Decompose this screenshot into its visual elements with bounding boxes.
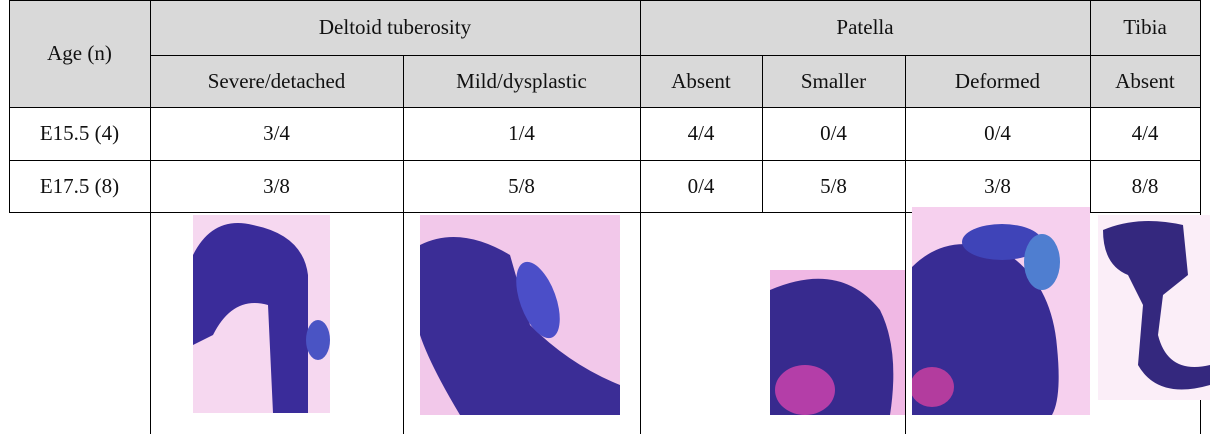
cell: 8/8 [1090, 160, 1200, 213]
rule [1090, 0, 1091, 212]
group-header: Deltoid tuberosity [150, 0, 640, 55]
cell: 3/4 [150, 107, 403, 160]
image [770, 270, 905, 415]
rule [640, 0, 641, 434]
rule [762, 55, 763, 212]
rule [9, 160, 1200, 161]
page: Age (n) Deltoid tuberosity Patella Tibia… [0, 0, 1210, 434]
cell: 5/8 [403, 160, 640, 213]
cell: 4/4 [1090, 107, 1200, 160]
group-header: Tibia [1090, 0, 1200, 55]
rule [150, 0, 151, 434]
cell: 3/8 [905, 160, 1090, 213]
rule [9, 0, 10, 212]
cell: 1/4 [403, 107, 640, 160]
subheader: Smaller [762, 55, 905, 107]
cell: 0/4 [762, 107, 905, 160]
subheader: Absent [1090, 55, 1200, 107]
cell: 5/8 [762, 160, 905, 213]
cell: 0/4 [640, 160, 762, 213]
cell: E15.5 (4) [9, 107, 150, 160]
subheader: Severe/detached [150, 55, 403, 107]
image [912, 207, 1090, 415]
subheader: Deformed [905, 55, 1090, 107]
cell: E17.5 (8) [9, 160, 150, 213]
rule [905, 55, 906, 434]
subheader: Absent [640, 55, 762, 107]
rule [9, 107, 1200, 108]
rule [9, 0, 1200, 1]
group-header: Patella [640, 0, 1090, 55]
image [1098, 215, 1210, 400]
image [420, 215, 620, 415]
rule [150, 55, 1200, 56]
cell: 0/4 [905, 107, 1090, 160]
age-header: Age (n) [9, 0, 150, 107]
subheader: Mild/dysplastic [403, 55, 640, 107]
cell: 3/8 [150, 160, 403, 213]
image [193, 215, 330, 413]
rule [403, 55, 404, 434]
cell: 4/4 [640, 107, 762, 160]
